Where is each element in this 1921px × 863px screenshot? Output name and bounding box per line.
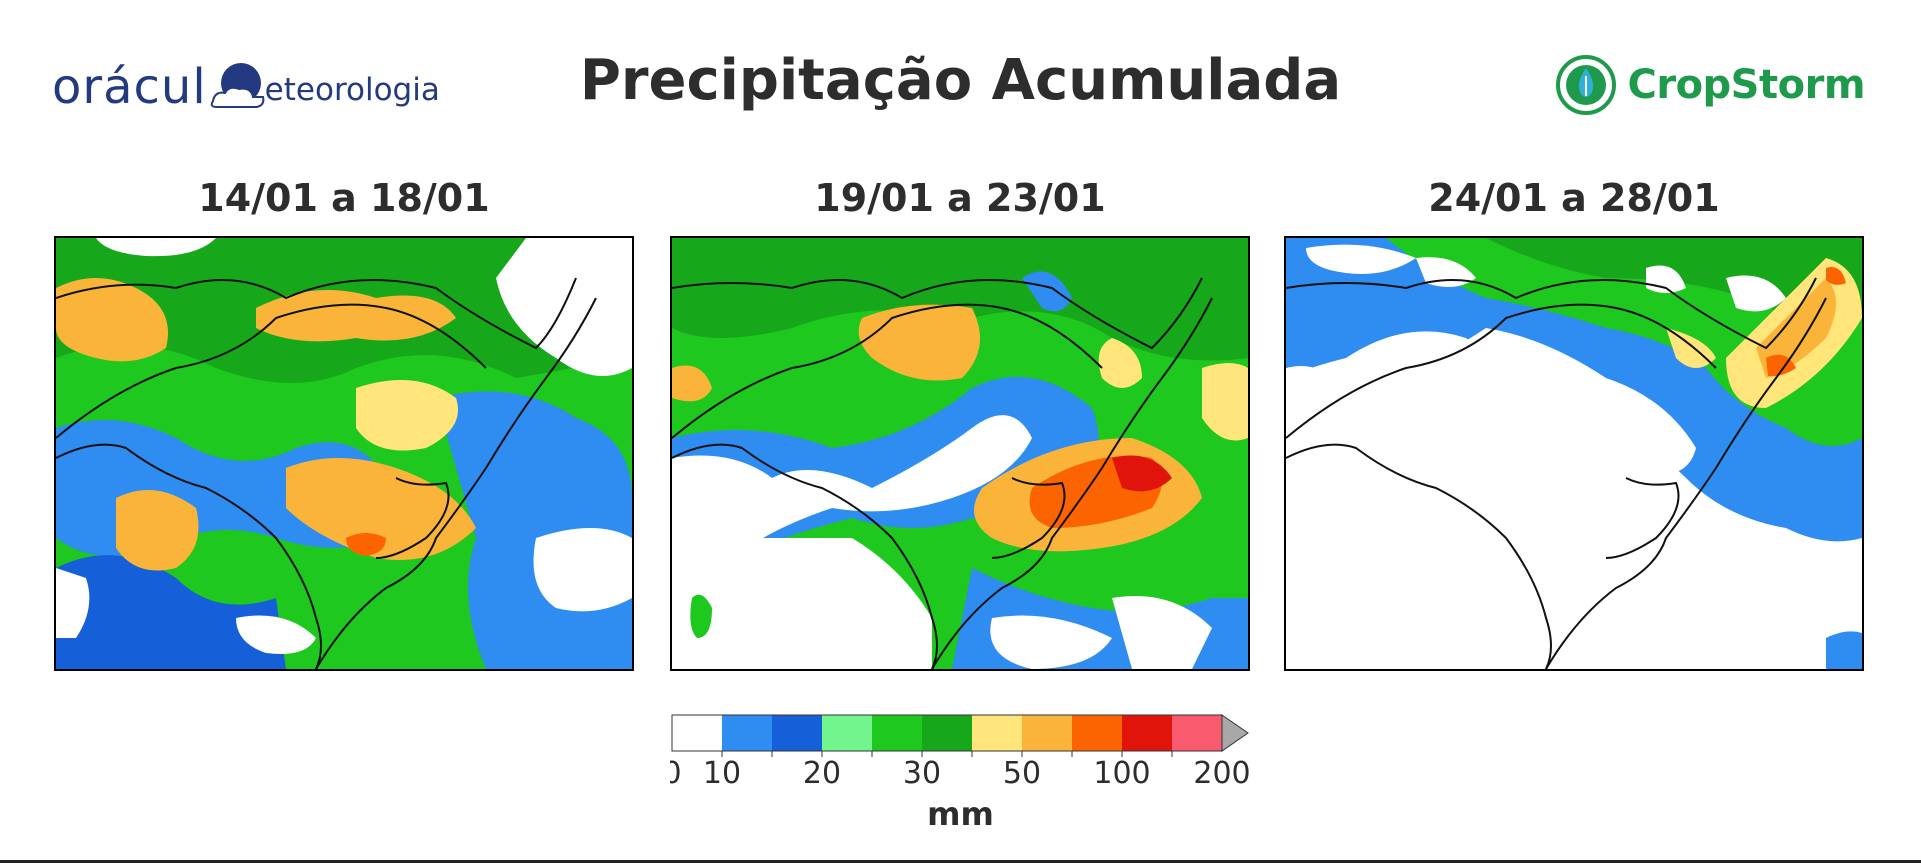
logo-text-oracul: orácul bbox=[52, 59, 207, 115]
colorbar-tick-label: 100 bbox=[1093, 756, 1150, 791]
colorbar-tick-label: 20 bbox=[803, 756, 841, 791]
logo-text-meteorologia: eteorologia bbox=[264, 72, 440, 108]
panel-2-title: 19/01 a 23/01 bbox=[814, 176, 1106, 220]
colorbar-segment bbox=[1072, 715, 1122, 751]
oracul-logo: orácul eteorologia bbox=[52, 52, 472, 122]
logo-text-cropstorm: CropStorm bbox=[1627, 62, 1865, 108]
colorbar: 0 10 20 30 50 100 200 bbox=[662, 713, 1251, 848]
colorbar-scale: 0 10 20 30 50 100 200 bbox=[662, 714, 1251, 791]
colorbar-tick-label: 30 bbox=[903, 756, 941, 791]
colorbar-segment bbox=[972, 715, 1022, 751]
colorbar-segment bbox=[1022, 715, 1072, 751]
colorbar-tick-label: 50 bbox=[1003, 756, 1041, 791]
leaf-drop-icon bbox=[1556, 55, 1617, 115]
precipitation-map-1 bbox=[54, 236, 634, 671]
colorbar-tick-label: 200 bbox=[1193, 756, 1250, 791]
page-title: Precipitação Acumulada bbox=[579, 48, 1342, 113]
precipitation-map-2 bbox=[670, 236, 1250, 671]
colorbar-segment bbox=[1172, 715, 1222, 751]
cropstorm-logo: CropStorm bbox=[1555, 50, 1865, 120]
colorbar-segment bbox=[1122, 715, 1172, 751]
colorbar-segment bbox=[872, 715, 922, 751]
cloud-icon bbox=[210, 63, 265, 108]
colorbar-segment bbox=[672, 715, 722, 751]
colorbar-unit: mm bbox=[927, 795, 994, 833]
colorbar-segment bbox=[922, 715, 972, 751]
precipitation-map-3 bbox=[1284, 236, 1864, 671]
panel-1-title: 14/01 a 18/01 bbox=[198, 176, 490, 220]
colorbar-outline bbox=[671, 714, 1223, 752]
colorbar-extend-arrow bbox=[1221, 714, 1249, 752]
colorbar-tick-label: 0 bbox=[670, 756, 682, 791]
colorbar-segment bbox=[772, 715, 822, 751]
panel-3-title: 24/01 a 28/01 bbox=[1428, 176, 1720, 220]
colorbar-tick-label: 10 bbox=[703, 756, 741, 791]
colorbar-segment bbox=[722, 715, 772, 751]
colorbar-segment bbox=[822, 715, 872, 751]
